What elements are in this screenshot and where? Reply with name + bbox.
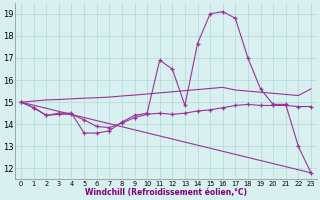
X-axis label: Windchill (Refroidissement éolien,°C): Windchill (Refroidissement éolien,°C) <box>85 188 247 197</box>
